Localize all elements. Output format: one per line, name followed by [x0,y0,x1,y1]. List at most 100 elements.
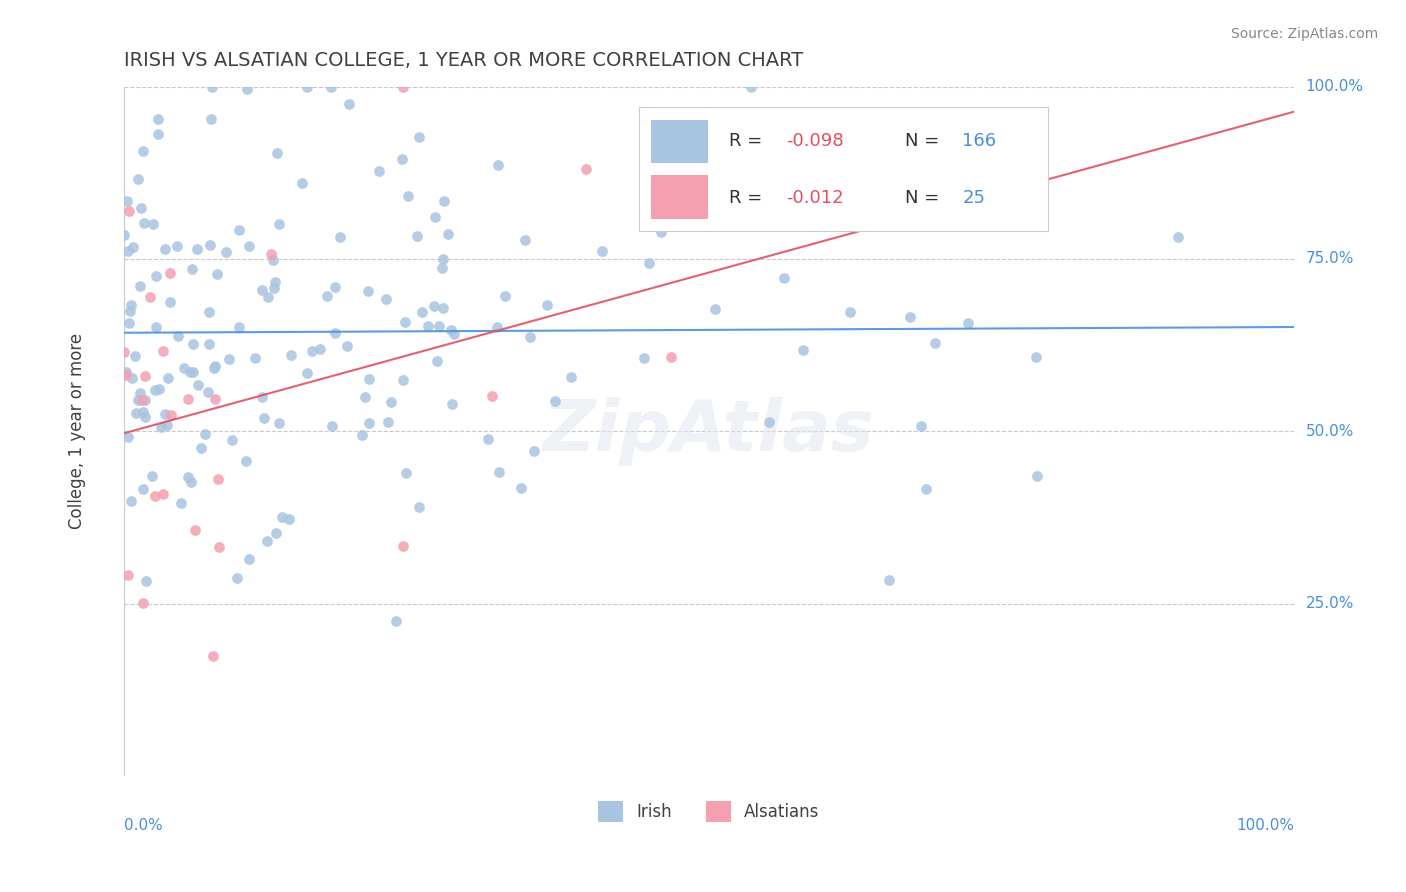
Point [134,410,156,425]
Point [392,539,415,553]
Point [443,327,465,342]
Point [291,176,314,190]
Point [146,127,169,141]
Text: ZipAtlas: ZipAtlas [543,397,875,466]
Point [661,351,683,365]
Point [297,366,319,380]
Point [544,393,567,408]
Point [167,329,190,343]
Point [198,237,221,252]
Point [120,297,142,311]
Point [423,299,446,313]
Point [142,217,165,231]
Point [236,82,259,96]
Point [112,227,135,242]
Point [131,201,153,215]
Point [179,365,201,379]
Point [352,428,374,442]
Point [440,323,463,337]
Point [488,465,510,479]
Point [280,348,302,362]
Point [898,310,921,325]
Point [134,216,156,230]
Point [260,247,283,261]
Point [394,466,416,480]
Point [159,266,181,280]
Point [839,305,862,319]
Point [523,444,546,458]
Legend: Irish, Alsatians: Irish, Alsatians [591,793,828,830]
Point [117,244,139,259]
Point [152,344,174,359]
Point [877,574,900,588]
Point [396,188,419,202]
Point [125,406,148,420]
Point [132,596,155,610]
Point [218,352,240,367]
Point [117,430,139,444]
Point [641,125,664,139]
Point [1025,351,1047,365]
Point [427,319,450,334]
Text: 75.0%: 75.0% [1306,252,1354,267]
Point [186,242,208,256]
Point [437,227,460,241]
Point [494,289,516,303]
Point [481,389,503,403]
Text: 25.0%: 25.0% [1306,596,1354,611]
Point [202,360,225,375]
Point [252,411,274,425]
Point [245,351,267,366]
Point [132,144,155,158]
Point [177,392,200,407]
Point [159,408,181,422]
Point [128,278,150,293]
Point [637,256,659,270]
Point [380,395,402,409]
Point [335,339,357,353]
Text: Source: ZipAtlas.com: Source: ZipAtlas.com [1230,27,1378,41]
Point [120,304,142,318]
Point [591,244,613,258]
Point [703,301,725,316]
Point [278,512,301,526]
Point [118,316,141,330]
Point [650,225,672,239]
Point [315,289,337,303]
Point [115,194,138,209]
Point [297,79,319,94]
Point [392,79,415,94]
Point [184,523,207,537]
Point [128,385,150,400]
Text: IRISH VS ALSATIAN COLLEGE, 1 YEAR OR MORE CORRELATION CHART: IRISH VS ALSATIAN COLLEGE, 1 YEAR OR MOR… [124,51,803,70]
Point [433,194,456,209]
Point [117,204,139,219]
Point [915,483,938,497]
Point [132,405,155,419]
Point [329,229,352,244]
Point [357,416,380,430]
Point [264,275,287,289]
Point [391,152,413,166]
Point [337,97,360,112]
Point [477,433,499,447]
Point [575,162,598,177]
Point [432,301,454,315]
Point [356,284,378,298]
Point [323,280,346,294]
Point [124,349,146,363]
Point [122,240,145,254]
Point [155,418,177,433]
Point [256,533,278,548]
Point [153,242,176,256]
Point [513,233,536,247]
Point [114,365,136,379]
Point [509,481,531,495]
Point [120,494,142,508]
Point [190,442,212,456]
Point [177,470,200,484]
Point [377,415,399,429]
Point [250,390,273,404]
Point [170,495,193,509]
Point [200,112,222,126]
